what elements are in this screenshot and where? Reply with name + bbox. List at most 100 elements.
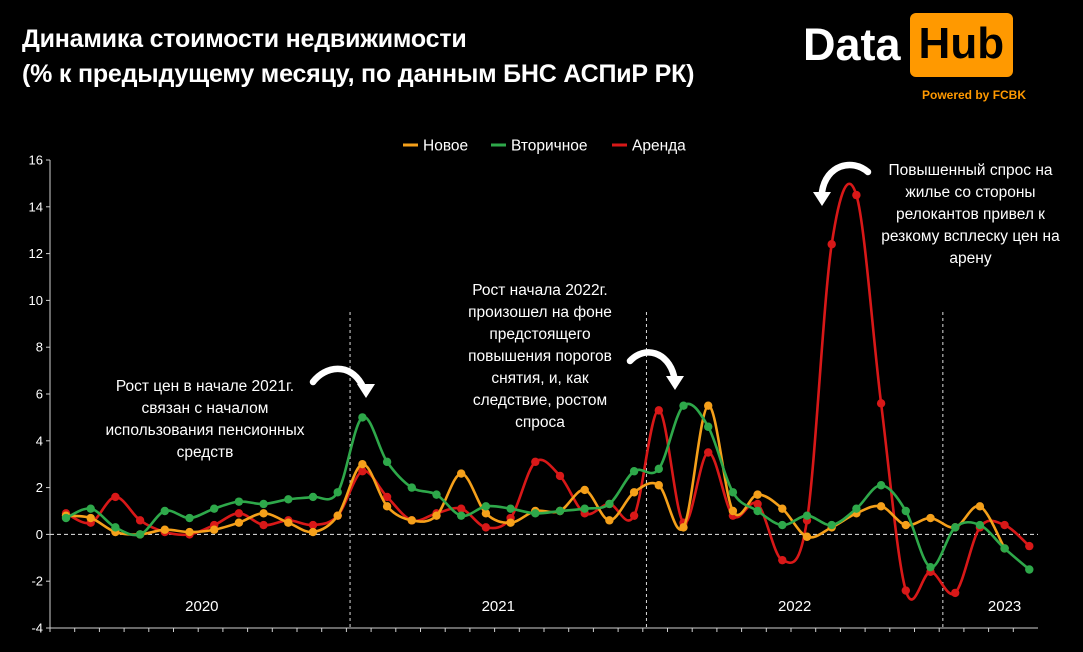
year-label: 2022 <box>778 598 811 615</box>
data-point-secondary <box>555 506 565 516</box>
annotation-line: предстоящего <box>489 326 591 343</box>
annotation-line: следствие, ростом <box>472 392 608 409</box>
data-point-secondary <box>333 488 342 497</box>
y-tick-label: 10 <box>29 293 43 308</box>
data-point-rent <box>531 457 540 467</box>
y-tick-label: 16 <box>29 153 43 168</box>
annotation-line: релокантов привел к <box>896 206 1045 223</box>
data-point-secondary <box>629 467 639 476</box>
data-point-secondary <box>926 562 935 572</box>
data-point-rent <box>382 492 392 502</box>
annotation-line: арену <box>949 250 992 267</box>
data-point-secondary <box>654 464 663 474</box>
data-point-rent <box>629 511 639 520</box>
data-point-new <box>728 506 738 516</box>
y-tick-label: 4 <box>36 433 43 448</box>
y-tick-label: 6 <box>36 387 43 402</box>
data-point-secondary <box>432 490 441 499</box>
data-point-rent <box>308 520 318 530</box>
y-tick-label: -2 <box>31 574 43 589</box>
arrow-relocants-head <box>813 192 831 206</box>
data-point-secondary <box>531 509 540 518</box>
data-point-rent <box>135 516 145 525</box>
data-point-secondary <box>160 506 169 516</box>
data-point-new <box>629 488 639 497</box>
data-point-rent <box>778 555 787 565</box>
data-point-new <box>358 460 367 469</box>
data-point-secondary <box>210 504 219 513</box>
data-point-new <box>407 516 416 525</box>
data-point-secondary <box>605 499 614 509</box>
data-point-secondary <box>308 492 318 502</box>
y-tick-label: 0 <box>36 527 43 542</box>
data-point-secondary <box>382 457 392 467</box>
data-point-secondary <box>704 422 713 431</box>
data-point-secondary <box>580 504 589 513</box>
data-point-rent <box>234 509 244 518</box>
data-point-new <box>901 520 910 530</box>
data-point-new <box>704 401 713 410</box>
annotation-line: Рост цен в начале 2021г. <box>115 378 295 395</box>
annotation-line: Рост начала 2022г. <box>472 282 608 299</box>
legend-label-new: Новое <box>423 138 468 155</box>
data-point-secondary <box>1000 544 1009 553</box>
data-point-new <box>432 511 441 520</box>
data-point-rent <box>481 523 491 532</box>
annotation-2022: Рост начала 2022г. произошел на фоне предс… <box>425 280 655 434</box>
annotation-line: средств <box>176 444 234 461</box>
data-point-secondary <box>358 413 367 422</box>
year-label: 2021 <box>482 598 515 615</box>
data-point-secondary <box>975 520 985 530</box>
y-tick-label: 2 <box>36 480 43 495</box>
data-point-secondary <box>876 481 886 490</box>
data-point-secondary <box>951 523 960 532</box>
annotation-2021: Рост цен в начале 2021г. связан с началом… <box>70 376 340 464</box>
data-point-secondary <box>407 483 416 492</box>
year-label: 2020 <box>185 598 218 615</box>
data-point-new <box>753 490 762 499</box>
annotation-line: повышения порогов <box>468 348 612 365</box>
annotation-line: жилье со стороны <box>905 184 1036 201</box>
data-point-secondary <box>852 504 861 513</box>
data-point-secondary <box>506 504 515 513</box>
data-point-secondary <box>86 504 95 513</box>
data-point-rent <box>951 588 960 598</box>
arrow-2022-head <box>666 376 684 390</box>
arrow-2021 <box>309 365 366 389</box>
data-point-rent <box>1025 541 1034 551</box>
data-point-secondary <box>778 520 787 530</box>
data-point-new <box>308 527 318 537</box>
data-point-secondary <box>901 506 910 516</box>
data-point-secondary <box>284 495 293 504</box>
logo-tagline: Powered by FCBK <box>922 88 1027 102</box>
data-point-new <box>284 518 293 527</box>
annotation-line: Повышенный спрос на <box>888 162 1053 179</box>
annotation-line: произошел на фоне <box>468 304 612 321</box>
legend-label-secondary: Вторичное <box>511 138 588 155</box>
data-point-rent <box>876 399 886 408</box>
annotation-line: связан с началом <box>141 400 269 417</box>
annotation-line: использования пенсионных <box>105 422 305 439</box>
data-point-new <box>160 525 169 534</box>
data-point-new <box>259 509 268 518</box>
arrow-relocants <box>818 161 872 196</box>
data-point-rent <box>753 499 762 509</box>
data-point-new <box>382 502 392 511</box>
data-point-new <box>802 532 812 541</box>
y-tick-label: 14 <box>29 199 43 214</box>
data-point-new <box>234 518 244 527</box>
annotation-line: резкому всплеску цен на <box>881 228 1060 245</box>
legend-label-rent: Аренда <box>632 138 686 155</box>
chart-title-line-2: (% к предыдущему месяцу, по данным БНС А… <box>22 60 695 88</box>
arrow-2022 <box>626 349 678 380</box>
data-point-rent <box>358 467 367 476</box>
year-label: 2023 <box>988 598 1021 615</box>
chart-title: Динамика стоимости недвижимости (% к пре… <box>22 22 694 92</box>
data-point-rent <box>654 406 663 415</box>
data-point-new <box>481 509 491 518</box>
arrow-2021-head <box>357 384 375 398</box>
data-point-rent <box>555 471 565 481</box>
data-point-secondary <box>111 523 120 532</box>
logo-word-data: Data <box>803 19 901 70</box>
data-point-rent <box>827 240 836 249</box>
